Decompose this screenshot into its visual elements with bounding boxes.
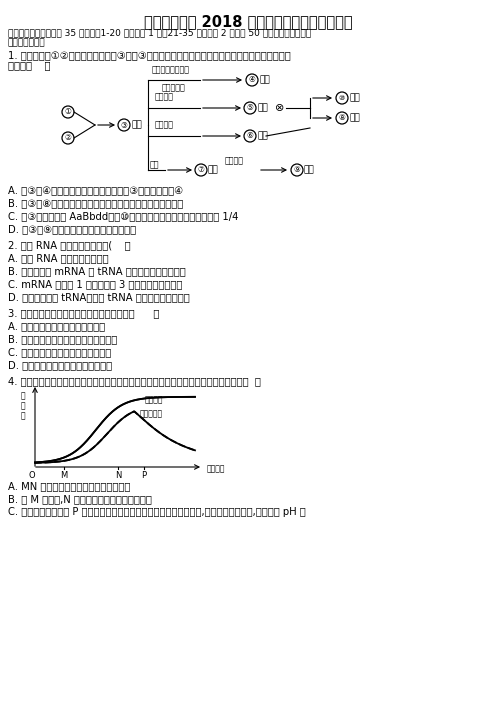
- Text: ⑨: ⑨: [294, 166, 301, 175]
- Text: 一、单选题（本题包括 35 个小题，1-20 题每小题 1 分，21-35 题每小题 2 分，共 50 分。每小题只有一个: 一、单选题（本题包括 35 个小题，1-20 题每小题 1 分，21-35 题每…: [8, 28, 311, 37]
- Text: 植株: 植株: [349, 114, 360, 123]
- Text: A. MN 时期酵母菌的呼吸方式为无氧呼吸: A. MN 时期酵母菌的呼吸方式为无氧呼吸: [8, 481, 130, 491]
- Text: O: O: [29, 471, 35, 480]
- Text: A. 少数 RNA 具有生物催化作用: A. 少数 RNA 具有生物催化作用: [8, 253, 109, 263]
- Text: 发酵时间: 发酵时间: [207, 465, 226, 474]
- Text: ⑩: ⑩: [339, 95, 345, 101]
- Text: 多次射线处理种子: 多次射线处理种子: [152, 65, 190, 74]
- Text: ③: ③: [121, 121, 127, 129]
- Text: 经多次选育: 经多次选育: [162, 83, 186, 92]
- Text: 宁夏达标名校 2018 年高考一月大联考生物试卷: 宁夏达标名校 2018 年高考一月大联考生物试卷: [144, 14, 352, 29]
- Text: C. 酵母菌种群数量从 P 点开始下降的主要原因是营养物质大量消耗外,还有酒精浓度过高,培养液的 pH 下: C. 酵母菌种群数量从 P 点开始下降的主要原因是营养物质大量消耗外,还有酒精浓…: [8, 507, 306, 517]
- Text: 3. 下列有关细胞生命历程的叙述，正确的是（      ）: 3. 下列有关细胞生命历程的叙述，正确的是（ ）: [8, 308, 159, 318]
- Text: ⑥: ⑥: [247, 131, 253, 140]
- Text: ①: ①: [64, 107, 71, 117]
- Text: 酵母菌数量: 酵母菌数量: [140, 409, 163, 418]
- Text: B. 与 M 点相比,N 点时酵母菌种内斗争更为激烈: B. 与 M 点相比,N 点时酵母菌种内斗争更为激烈: [8, 494, 152, 504]
- Text: 幼苗: 幼苗: [131, 121, 142, 129]
- Text: 秋水仙素: 秋水仙素: [225, 156, 244, 165]
- Text: ②: ②: [64, 133, 71, 143]
- Text: C. 若③的基因型为 AaBbdd，则⑩植株中能稳定遗传的个体占总数的 1/4: C. 若③的基因型为 AaBbdd，则⑩植株中能稳定遗传的个体占总数的 1/4: [8, 211, 239, 221]
- Text: 选项符合题意）: 选项符合题意）: [8, 38, 46, 47]
- Text: 植株: 植株: [257, 103, 268, 112]
- Text: B. 由③到⑧的育种过程中，遵循的主要原理是染色体数目变异: B. 由③到⑧的育种过程中，遵循的主要原理是染色体数目变异: [8, 198, 183, 208]
- Text: D. 细胞中有多种 tRNA，一种 tRNA 只能转运一种氨基酸: D. 细胞中有多种 tRNA，一种 tRNA 只能转运一种氨基酸: [8, 292, 190, 302]
- Text: 幼苗: 幼苗: [208, 166, 219, 175]
- Text: 植株: 植株: [349, 93, 360, 102]
- Text: ⑧: ⑧: [339, 114, 345, 123]
- Text: 自然生长: 自然生长: [155, 92, 174, 101]
- Text: C. 细胞在衰老过程中所有酶活性降低: C. 细胞在衰老过程中所有酶活性降低: [8, 347, 111, 357]
- Text: 误的是（    ）: 误的是（ ）: [8, 60, 51, 70]
- Text: 秋水仙素: 秋水仙素: [155, 120, 174, 129]
- Text: ⑦: ⑦: [197, 166, 204, 175]
- Text: 2. 关于 RNA 的叙述，错误的是(    ）: 2. 关于 RNA 的叙述，错误的是( ）: [8, 240, 130, 250]
- Text: A. 由③到④因是人工诱变育种过程，所以③可定向变异为④: A. 由③到④因是人工诱变育种过程，所以③可定向变异为④: [8, 185, 183, 195]
- Text: N: N: [115, 471, 122, 480]
- Text: 花粉: 花粉: [150, 161, 160, 169]
- Text: ④: ④: [248, 76, 255, 84]
- Text: M: M: [60, 471, 67, 480]
- Text: 1. 如图表示将①②两个植株杂交得到③，将③作进一步处理分别培育出不同品种的过程。下列分析错: 1. 如图表示将①②两个植株杂交得到③，将③作进一步处理分别培育出不同品种的过程…: [8, 50, 291, 60]
- Text: ⊗: ⊗: [275, 103, 284, 113]
- Text: ⑤: ⑤: [247, 103, 253, 112]
- Text: 植株: 植株: [259, 76, 270, 84]
- Text: 酒精浓度: 酒精浓度: [145, 395, 164, 404]
- Text: C. mRNA 上决定 1 个氨基酸的 3 个相邻碱基为密码子: C. mRNA 上决定 1 个氨基酸的 3 个相邻碱基为密码子: [8, 279, 183, 289]
- Text: 植株: 植株: [304, 166, 315, 175]
- Text: B. 真核细胞内 mRNA 和 tRNA 都是在细胞质中合成的: B. 真核细胞内 mRNA 和 tRNA 都是在细胞质中合成的: [8, 266, 186, 276]
- Text: P: P: [141, 471, 146, 480]
- Text: 植株: 植株: [257, 131, 268, 140]
- Text: D. 由③到⑨的育种方式可明显缩短育种年限: D. 由③到⑨的育种方式可明显缩短育种年限: [8, 224, 136, 234]
- Text: 4. 下图是探究影响酵母菌种群数量变化因素时所获得的实验结果。有关分析不正确的是（  ）: 4. 下图是探究影响酵母菌种群数量变化因素时所获得的实验结果。有关分析不正确的是…: [8, 376, 261, 386]
- Text: A. 红细胞的自然更新属于细胞坏死: A. 红细胞的自然更新属于细胞坏死: [8, 321, 105, 331]
- Text: B. 红细胞来源于造血干细胞的增殖分化: B. 红细胞来源于造血干细胞的增殖分化: [8, 334, 117, 344]
- Text: 相
对
值: 相 对 值: [21, 391, 25, 420]
- Text: D. 原癌基因突变即可导致癌症的发生: D. 原癌基因突变即可导致癌症的发生: [8, 360, 112, 370]
